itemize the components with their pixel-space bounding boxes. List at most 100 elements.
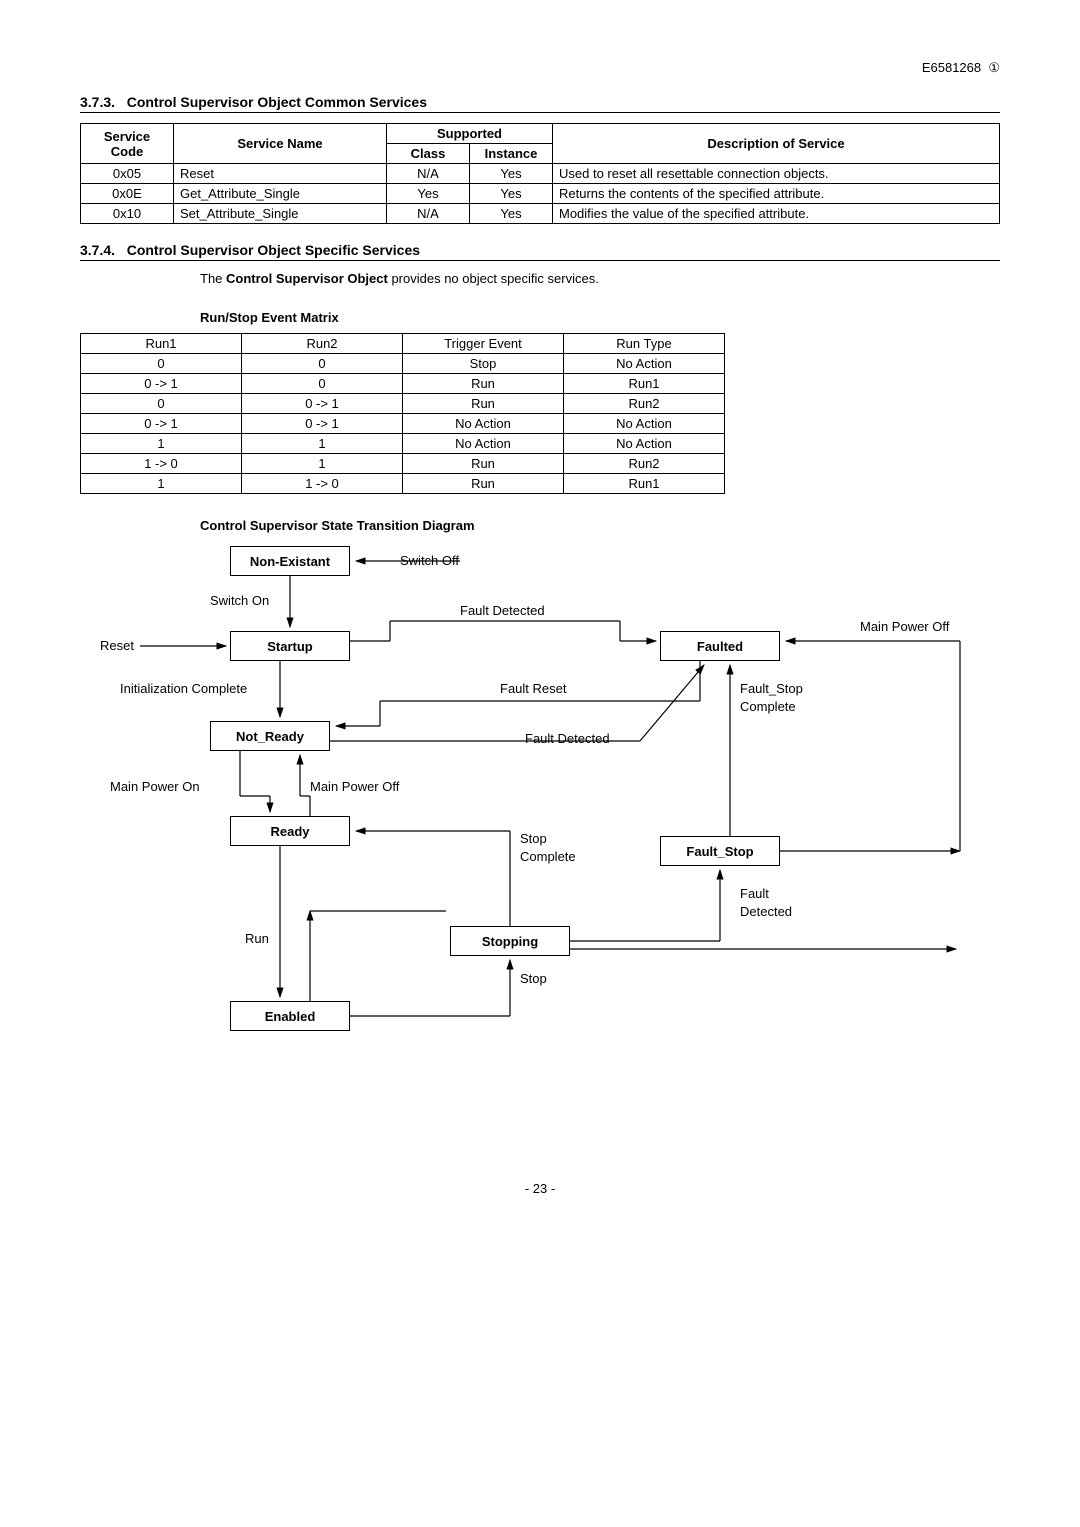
table-row: 0 -> 10 -> 1No ActionNo Action — [81, 414, 725, 434]
cell-desc: Modifies the value of the specified attr… — [553, 204, 1000, 224]
box-faulted: Faulted — [660, 631, 780, 661]
cell: No Action — [403, 414, 564, 434]
cell-desc: Returns the contents of the specified at… — [553, 184, 1000, 204]
lbl-fault-detected1: Fault Detected — [460, 603, 545, 618]
table-row: 11 -> 0RunRun1 — [81, 474, 725, 494]
lbl-stop: Stop — [520, 971, 547, 986]
lbl-switch-off: Switch Off — [400, 553, 459, 568]
section-num: 3.7.3. — [80, 94, 115, 110]
table-row: 00 -> 1RunRun2 — [81, 394, 725, 414]
th-trigger: Trigger Event — [403, 334, 564, 354]
doc-id: E6581268 — [922, 60, 981, 75]
cell: Stop — [403, 354, 564, 374]
th-service-code: Service Code — [81, 124, 174, 164]
lbl-fault2: Detected — [740, 904, 792, 919]
table-head-row: Service Code Service Name Supported Desc… — [81, 124, 1000, 144]
box-notready: Not_Ready — [210, 721, 330, 751]
cell: 1 — [242, 434, 403, 454]
cell: Run — [403, 374, 564, 394]
lbl-main-power-off-nr: Main Power Off — [310, 779, 399, 794]
cell: 0 — [81, 354, 242, 374]
lbl-reset: Reset — [100, 638, 134, 653]
lbl-main-power-off-f: Main Power Off — [860, 619, 949, 634]
table-row: 0x10 Set_Attribute_Single N/A Yes Modifi… — [81, 204, 1000, 224]
cell: 1 -> 0 — [81, 454, 242, 474]
rev-glyph: ① — [988, 60, 1000, 75]
cell: Run1 — [564, 474, 725, 494]
th-instance: Instance — [470, 144, 553, 164]
section-num: 3.7.4. — [80, 242, 115, 258]
lbl-switch-on: Switch On — [210, 593, 269, 608]
table-row: 1 -> 01RunRun2 — [81, 454, 725, 474]
cell: 1 — [81, 474, 242, 494]
th-service-name: Service Name — [174, 124, 387, 164]
lbl-fault-detected2: Fault Detected — [525, 731, 610, 746]
lbl-stop-complete2: Complete — [520, 849, 576, 864]
section-title: Control Supervisor Object Specific Servi… — [127, 242, 420, 258]
diagram-title: Control Supervisor State Transition Diag… — [200, 518, 1000, 533]
cell-class: N/A — [387, 164, 470, 184]
cell-code: 0x05 — [81, 164, 174, 184]
cell: 0 — [242, 374, 403, 394]
box-nonexistant: Non-Existant — [230, 546, 350, 576]
cell: No Action — [564, 414, 725, 434]
table-row: 0 -> 10RunRun1 — [81, 374, 725, 394]
th-supported: Supported — [387, 124, 553, 144]
th-description: Description of Service — [553, 124, 1000, 164]
cell: Run2 — [564, 394, 725, 414]
table-row: 0x0E Get_Attribute_Single Yes Yes Return… — [81, 184, 1000, 204]
cell-instance: Yes — [470, 204, 553, 224]
cell: 0 -> 1 — [81, 374, 242, 394]
lbl-init-complete: Initialization Complete — [120, 681, 247, 696]
cell: Run — [403, 394, 564, 414]
cell: 0 -> 1 — [242, 414, 403, 434]
table-row: 11No ActionNo Action — [81, 434, 725, 454]
lbl-run: Run — [245, 931, 269, 946]
section-373-heading: 3.7.3. Control Supervisor Object Common … — [80, 94, 1000, 113]
services-table: Service Code Service Name Supported Desc… — [80, 123, 1000, 224]
section-title: Control Supervisor Object Common Service… — [127, 94, 427, 110]
box-ready: Ready — [230, 816, 350, 846]
lbl-fault-stop-complete2: Complete — [740, 699, 796, 714]
cell: No Action — [564, 354, 725, 374]
cell: 1 — [242, 454, 403, 474]
matrix-title: Run/Stop Event Matrix — [200, 310, 1000, 325]
section-374-heading: 3.7.4. Control Supervisor Object Specifi… — [80, 242, 1000, 261]
box-startup: Startup — [230, 631, 350, 661]
cell-name: Set_Attribute_Single — [174, 204, 387, 224]
cell-instance: Yes — [470, 184, 553, 204]
table-row: 00StopNo Action — [81, 354, 725, 374]
cell-instance: Yes — [470, 164, 553, 184]
cell: Run — [403, 474, 564, 494]
cell-class: Yes — [387, 184, 470, 204]
cell: No Action — [564, 434, 725, 454]
cell: 0 — [81, 394, 242, 414]
th-run1: Run1 — [81, 334, 242, 354]
th-run2: Run2 — [242, 334, 403, 354]
cell: 1 -> 0 — [242, 474, 403, 494]
box-enabled: Enabled — [230, 1001, 350, 1031]
cell-name: Reset — [174, 164, 387, 184]
lbl-main-power-on: Main Power On — [110, 779, 200, 794]
doc-header: E6581268 ① — [80, 60, 1000, 76]
cell-desc: Used to reset all resettable connection … — [553, 164, 1000, 184]
state-diagram: Non-Existant Startup Not_Ready Ready Ena… — [80, 541, 1000, 1101]
runstop-matrix: Run1 Run2 Trigger Event Run Type 00StopN… — [80, 333, 725, 494]
box-faultstop: Fault_Stop — [660, 836, 780, 866]
cell: Run — [403, 454, 564, 474]
cell: 0 -> 1 — [242, 394, 403, 414]
cell: 0 — [242, 354, 403, 374]
lbl-stop-complete1: Stop — [520, 831, 547, 846]
cell: Run2 — [564, 454, 725, 474]
lbl-fault-reset: Fault Reset — [500, 681, 566, 696]
cell-code: 0x10 — [81, 204, 174, 224]
cell: Run1 — [564, 374, 725, 394]
cell-name: Get_Attribute_Single — [174, 184, 387, 204]
cell: 1 — [81, 434, 242, 454]
cell-code: 0x0E — [81, 184, 174, 204]
table-head-row: Run1 Run2 Trigger Event Run Type — [81, 334, 725, 354]
page-number: - 23 - — [80, 1181, 1000, 1196]
cell-class: N/A — [387, 204, 470, 224]
table-row: 0x05 Reset N/A Yes Used to reset all res… — [81, 164, 1000, 184]
cell: 0 -> 1 — [81, 414, 242, 434]
